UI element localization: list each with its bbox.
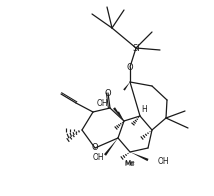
Text: OH: OH <box>96 99 108 107</box>
Text: O: O <box>92 143 98 152</box>
Text: O: O <box>105 89 111 97</box>
Text: Me: Me <box>125 161 135 167</box>
Polygon shape <box>130 152 149 161</box>
Polygon shape <box>104 138 118 156</box>
Text: H: H <box>141 104 147 113</box>
Polygon shape <box>117 111 124 121</box>
Text: OH: OH <box>158 158 170 166</box>
Text: Si: Si <box>132 44 140 53</box>
Polygon shape <box>113 107 124 121</box>
Polygon shape <box>123 82 130 91</box>
Text: O: O <box>127 63 133 72</box>
Text: OH: OH <box>92 153 104 162</box>
Text: Me: Me <box>125 160 135 166</box>
